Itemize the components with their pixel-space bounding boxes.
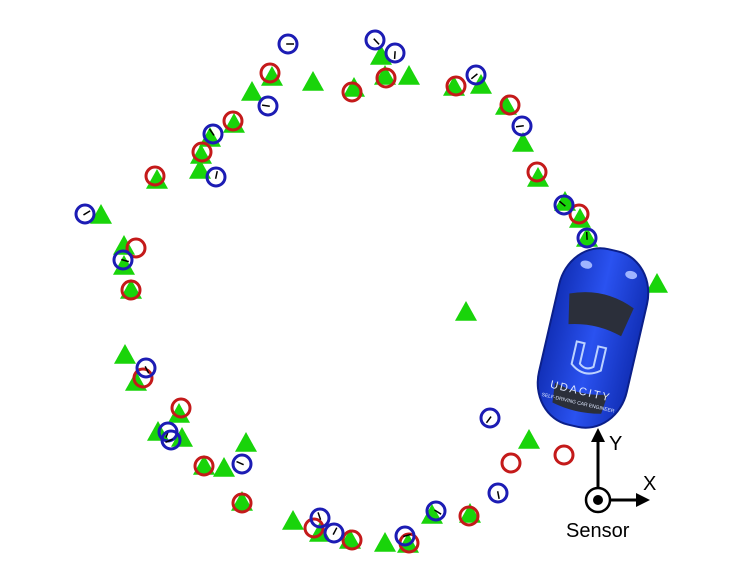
ground-truth-marker-icon: [398, 65, 420, 85]
lidar-marker-icon: [170, 397, 192, 419]
radar-marker-icon: [384, 42, 406, 64]
radar-marker-icon: [277, 33, 299, 55]
ground-truth-marker-icon: [113, 255, 135, 275]
y-axis-arrowhead-icon: [591, 428, 605, 442]
radar-marker-icon: [465, 64, 487, 86]
lidar-marker-icon: [259, 62, 281, 84]
radar-marker-icon: [160, 429, 182, 451]
radar-marker-icon: [257, 95, 279, 117]
ground-truth-marker-icon: [90, 204, 112, 224]
lidar-marker-icon: [191, 141, 213, 163]
lidar-marker-icon: [499, 94, 521, 116]
lidar-marker-icon: [568, 203, 590, 225]
radar-marker-icon: [309, 507, 331, 529]
radar-marker-icon: [487, 482, 509, 504]
radar-marker-icon: [205, 166, 227, 188]
ground-truth-marker-icon: [189, 159, 211, 179]
ground-truth-marker-icon: [231, 491, 253, 511]
ground-truth-marker-icon: [527, 167, 549, 187]
radar-marker-icon: [576, 227, 598, 249]
lidar-marker-icon: [132, 367, 154, 389]
lidar-marker-icon: [375, 67, 397, 89]
ground-truth-marker-icon: [302, 71, 324, 91]
radar-marker-icon: [394, 525, 416, 547]
lidar-marker-icon: [120, 279, 142, 301]
lidar-marker-icon: [500, 452, 522, 474]
ground-truth-marker-icon: [171, 427, 193, 447]
ground-truth-marker-icon: [120, 279, 142, 299]
ground-truth-marker-icon: [646, 273, 668, 293]
ground-truth-marker-icon: [113, 235, 135, 255]
lidar-marker-icon: [553, 444, 575, 466]
ground-truth-marker-icon: [213, 457, 235, 477]
lidar-marker-icon: [125, 237, 147, 259]
radar-marker-icon: [135, 357, 157, 379]
udacity-logo-icon: [570, 340, 608, 375]
lidar-marker-icon: [193, 455, 215, 477]
ground-truth-marker-icon: [512, 132, 534, 152]
ground-truth-marker-icon: [241, 81, 263, 101]
car-icon: UDACITY SELF-DRIVING CAR ENGINEER: [536, 247, 650, 429]
radar-marker-icon: [74, 203, 96, 225]
radar-marker-icon: [231, 453, 253, 475]
ground-truth-marker-icon: [554, 191, 576, 211]
lidar-marker-icon: [222, 110, 244, 132]
ground-truth-marker-icon: [370, 45, 392, 65]
lidar-marker-icon: [341, 529, 363, 551]
ground-truth-marker-icon: [459, 503, 481, 523]
radar-marker-icon: [323, 522, 345, 544]
ground-truth-marker-icon: [455, 301, 477, 321]
ground-truth-marker-icon: [374, 532, 396, 552]
measurement-markers: [74, 29, 668, 554]
sensor-label: Sensor: [566, 520, 630, 542]
ground-truth-marker-icon: [374, 65, 396, 85]
radar-marker-icon: [202, 123, 224, 145]
radar-marker-icon: [364, 29, 386, 51]
ground-truth-marker-icon: [114, 344, 136, 364]
x-axis-label: X: [643, 473, 656, 495]
lidar-marker-icon: [231, 492, 253, 514]
lidar-marker-icon: [144, 165, 166, 187]
y-axis-label: Y: [609, 433, 622, 455]
radar-marker-icon: [479, 407, 501, 429]
radar-marker-icon: [553, 194, 575, 216]
ground-truth-marker-icon: [282, 510, 304, 530]
lidar-marker-icon: [341, 81, 363, 103]
lidar-marker-icon: [526, 161, 548, 183]
radar-marker-icon: [112, 249, 134, 271]
lidar-marker-icon: [458, 505, 480, 527]
x-axis-arrowhead-icon: [636, 493, 650, 507]
ground-truth-marker-icon: [495, 95, 517, 115]
ground-truth-marker-icon: [235, 432, 257, 452]
radar-marker-icon: [511, 115, 533, 137]
radar-marker-icon: [425, 500, 447, 522]
ground-truth-marker-icon: [518, 429, 540, 449]
lidar-marker-icon: [445, 75, 467, 97]
ground-truth-marker-icon: [193, 455, 215, 475]
sensor-axes: Y X Sensor: [566, 428, 656, 542]
